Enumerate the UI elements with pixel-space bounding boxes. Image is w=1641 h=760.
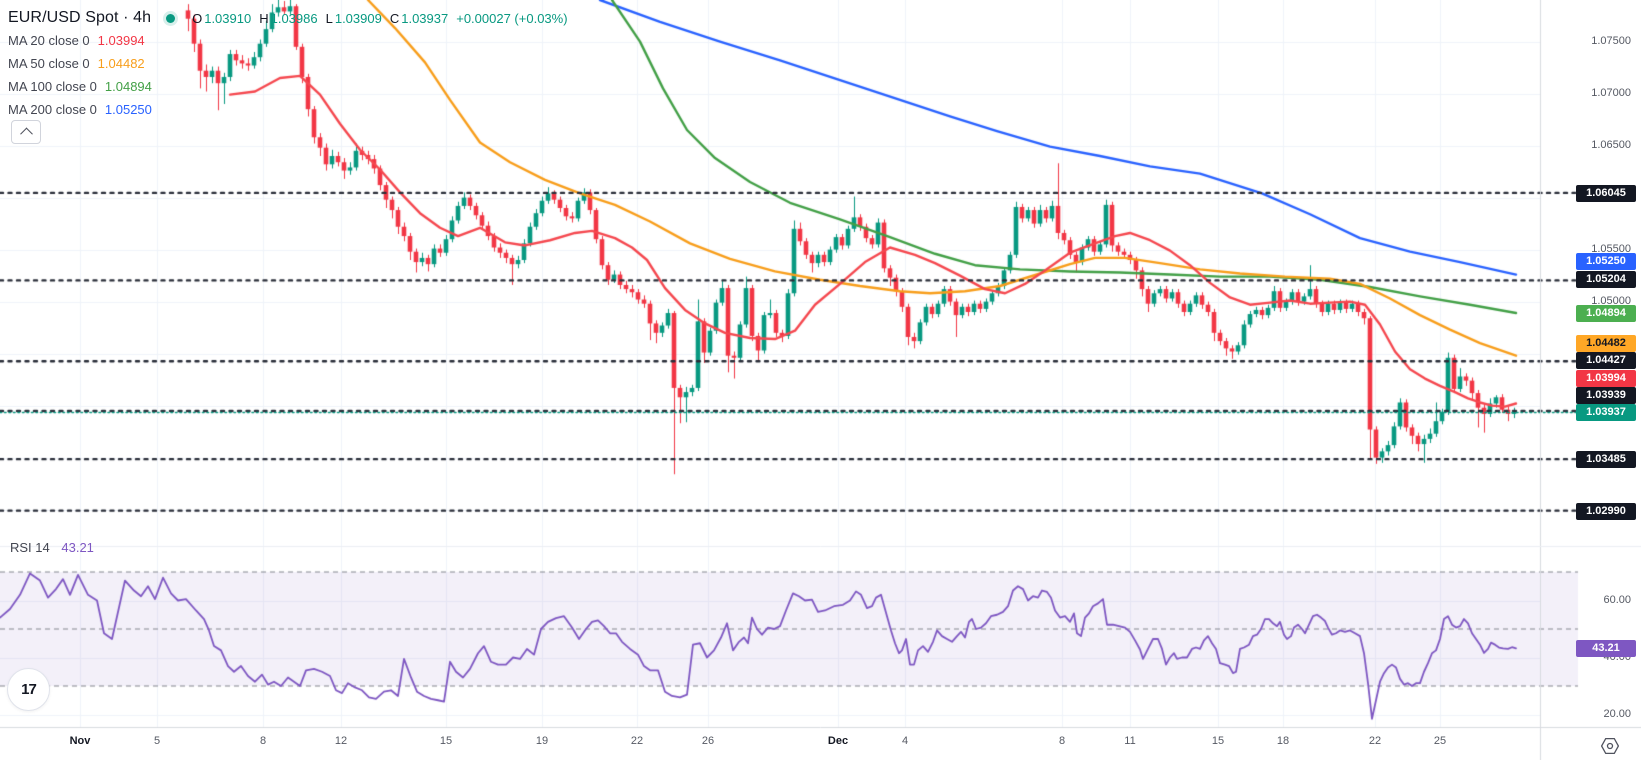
ohlc-open-value: 1.03910 <box>204 10 252 26</box>
time-tick-label: 22 <box>1368 735 1382 747</box>
price-badge: 1.04427 <box>1576 351 1636 369</box>
price-badge: 1.03994 <box>1576 369 1636 387</box>
price-badge: 1.04482 <box>1576 334 1636 352</box>
rsi-tick-label: 20.00 <box>1603 707 1631 720</box>
rsi-legend[interactable]: RSI 14 43.21 <box>10 540 94 555</box>
ohlc-open-label: O <box>192 10 203 26</box>
price-badge: 1.06045 <box>1576 184 1636 202</box>
tradingview-logo-button[interactable]: 17 <box>7 668 50 711</box>
time-tick-label: Nov <box>69 735 91 747</box>
time-tick-label: 8 <box>1058 735 1066 747</box>
collapse-legend-button[interactable] <box>11 120 41 144</box>
ohlc-high-value: 1.03986 <box>270 10 318 26</box>
time-tick-label: 8 <box>259 735 267 747</box>
chevron-up-icon <box>19 127 33 140</box>
ma20-value: 1.03994 <box>97 33 145 48</box>
time-tick-label: 19 <box>535 735 549 747</box>
ma100-value: 1.04894 <box>104 79 152 94</box>
price-badge: 1.02990 <box>1576 502 1636 520</box>
rsi-label: RSI 14 <box>10 540 50 555</box>
time-tick-label: 15 <box>439 735 453 747</box>
time-tick-label: 12 <box>334 735 348 747</box>
price-badge: 1.03939 <box>1576 386 1636 404</box>
ohlc-close-label: C <box>389 10 400 26</box>
ma50-label: MA 50 close 0 <box>8 56 90 71</box>
price-tick-label: 1.07000 <box>1591 86 1631 99</box>
time-tick-label: 25 <box>1433 735 1447 747</box>
price-badge: 43.21 <box>1576 639 1636 657</box>
legend-indicator-ma-100[interactable]: MA 100 close 0 1.04894 <box>8 79 152 95</box>
price-badge: 1.04894 <box>1576 304 1636 322</box>
symbol-title: EUR/USD Spot · 4h <box>8 9 152 26</box>
price-badge: 1.03937 <box>1576 403 1636 421</box>
ohlc-values: O 1.03910 H 1.03986 L 1.03909 C 1.03937 … <box>192 11 575 26</box>
price-change-value: +0.00027 (+0.03%) <box>456 10 568 26</box>
ma20-label: MA 20 close 0 <box>8 33 90 48</box>
legend-indicator-ma-200[interactable]: MA 200 close 0 1.05250 <box>8 102 152 118</box>
time-tick-label: 4 <box>901 735 909 747</box>
symbol-legend[interactable]: EUR/USD Spot · 4h O 1.03910 H 1.03986 L … <box>8 8 576 28</box>
market-status-dot <box>166 13 176 23</box>
ohlc-high-label: H <box>259 10 269 26</box>
legend-indicator-ma-20[interactable]: MA 20 close 0 1.03994 <box>8 33 145 49</box>
legend-indicator-ma-50[interactable]: MA 50 close 0 1.04482 <box>8 56 145 72</box>
ohlc-low-value: 1.03909 <box>334 10 382 26</box>
tradingview-logo-icon: 17 <box>21 681 37 698</box>
ma200-value: 1.05250 <box>104 102 152 117</box>
ma50-value: 1.04482 <box>97 56 145 71</box>
ma200-label: MA 200 close 0 <box>8 102 97 117</box>
time-tick-label: 15 <box>1211 735 1225 747</box>
rsi-tick-label: 60.00 <box>1603 593 1631 606</box>
time-axis-settings-button[interactable] <box>1600 736 1620 756</box>
time-scale[interactable]: Nov 5 8 12 15 19 22 26 Dec 4 8 11 15 18 22 25 <box>0 727 1641 760</box>
price-badge: 1.05250 <box>1576 252 1636 270</box>
time-tick-label: 26 <box>701 735 715 747</box>
time-tick-label: 11 <box>1124 735 1136 747</box>
settings-gear-icon <box>1601 737 1619 755</box>
ohlc-close-value: 1.03937 <box>401 10 449 26</box>
ma100-label: MA 100 close 0 <box>8 79 97 94</box>
price-tick-label: 1.05000 <box>1591 294 1631 307</box>
price-badge: 1.05204 <box>1576 270 1636 288</box>
ohlc-low-label: L <box>325 10 333 26</box>
rsi-value: 43.21 <box>61 540 94 555</box>
price-badge: 1.03485 <box>1576 450 1636 468</box>
time-tick-label: Dec <box>827 735 849 747</box>
price-tick-label: 1.05500 <box>1591 242 1631 255</box>
time-tick-label: 18 <box>1276 735 1290 747</box>
price-scale[interactable]: 1.07500 1.07000 1.06500 1.05500 1.05000 60.00… <box>1540 0 1641 760</box>
price-tick-label: 1.07500 <box>1591 34 1631 47</box>
time-tick-label: 5 <box>153 735 161 747</box>
price-tick-label: 1.06500 <box>1591 138 1631 151</box>
time-tick-label: 22 <box>630 735 644 747</box>
